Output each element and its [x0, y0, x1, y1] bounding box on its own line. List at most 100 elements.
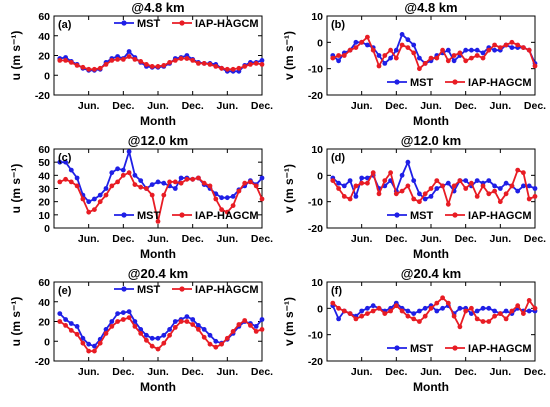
- data-point-iap-hagcm: [259, 327, 265, 332]
- data-point-mst: [526, 308, 532, 314]
- data-point-mst: [68, 167, 74, 173]
- data-point-iap-hagcm: [428, 186, 434, 191]
- y-tick-label: 10: [311, 277, 323, 289]
- data-point-mst: [138, 178, 144, 184]
- x-axis-label: Month: [140, 114, 176, 128]
- data-point-iap-hagcm: [120, 172, 126, 178]
- data-point-mst: [144, 332, 149, 338]
- x-tick-label: Dec.: [455, 100, 477, 112]
- data-point-iap-hagcm: [259, 62, 265, 67]
- data-point-iap-hagcm: [526, 298, 532, 303]
- data-point-mst: [474, 308, 480, 314]
- data-point-iap-hagcm: [440, 295, 445, 301]
- panel-tag: (d): [331, 152, 345, 164]
- data-point-iap-hagcm: [532, 194, 538, 199]
- data-point-iap-hagcm: [126, 170, 132, 176]
- y-tick-label: 0: [44, 223, 50, 235]
- panel-tag: (f): [331, 285, 342, 297]
- data-point-iap-hagcm: [144, 186, 149, 191]
- x-tick-label: Jun.: [351, 100, 373, 112]
- x-axis-label: Month: [140, 247, 176, 261]
- data-point-iap-hagcm: [132, 182, 138, 188]
- data-point-iap-hagcm: [434, 178, 440, 184]
- data-point-iap-hagcm: [341, 194, 347, 199]
- data-point-iap-hagcm: [521, 45, 526, 50]
- y-axis-label: v (m s⁻¹): [282, 164, 296, 213]
- x-tick-label: Jun.: [217, 100, 239, 112]
- data-point-iap-hagcm: [167, 60, 173, 65]
- data-point-mst: [132, 319, 138, 324]
- data-point-iap-hagcm: [63, 323, 68, 328]
- data-point-iap-hagcm: [445, 201, 451, 207]
- panel-title: @4.8 km: [131, 0, 184, 15]
- x-tick-label: Jun.: [351, 366, 373, 378]
- data-point-iap-hagcm: [422, 313, 428, 319]
- data-point-iap-hagcm: [219, 341, 225, 347]
- axes-frame: [53, 15, 263, 96]
- data-point-mst: [417, 308, 422, 314]
- x-tick-label: Dec.: [182, 100, 204, 112]
- data-point-iap-hagcm: [370, 308, 376, 314]
- data-point-iap-hagcm: [213, 196, 219, 202]
- data-point-iap-hagcm: [359, 39, 365, 45]
- x-axis-label: Month: [413, 380, 449, 394]
- x-tick-label: Dec.: [455, 233, 477, 245]
- legend-label-mst: MST: [410, 343, 434, 355]
- data-point-iap-hagcm: [359, 313, 365, 319]
- data-point-iap-hagcm: [172, 179, 178, 185]
- y-tick-label: 40: [38, 170, 50, 182]
- legend-marker-iap-hagcm: [452, 345, 458, 351]
- data-point-iap-hagcm: [393, 191, 399, 197]
- data-point-iap-hagcm: [184, 319, 190, 324]
- data-point-iap-hagcm: [138, 184, 144, 190]
- panel-b: @4.8 km -20 -10 0 10 Jun. Dec. Jun. Dec. Jun. Dec.…: [282, 0, 546, 128]
- data-point-iap-hagcm: [230, 329, 236, 334]
- x-tick-label: Dec.: [524, 366, 546, 378]
- legend-label-iap-hagcm: IAP-HAGCM: [468, 77, 532, 89]
- y-tick-label: 60: [38, 144, 50, 156]
- data-point-mst: [417, 55, 422, 61]
- data-point-iap-hagcm: [97, 340, 103, 346]
- data-point-iap-hagcm: [178, 56, 184, 61]
- x-tick-label: Dec.: [455, 366, 477, 378]
- data-point-iap-hagcm: [532, 63, 538, 69]
- panel-tag: (c): [58, 152, 72, 164]
- data-point-iap-hagcm: [103, 192, 109, 198]
- x-tick-label: Jun.: [490, 366, 512, 378]
- data-point-iap-hagcm: [155, 219, 161, 224]
- legend-marker-mst: [121, 20, 127, 26]
- panel-e: @20.4 km -20 0 20 40 60 Jun. Dec. Jun. Dec. Jun. De…: [9, 266, 273, 394]
- data-point-iap-hagcm: [440, 183, 445, 189]
- data-point-iap-hagcm: [480, 319, 486, 324]
- data-point-mst: [521, 183, 526, 189]
- y-tick-label: 0: [44, 70, 50, 82]
- x-tick-label: Jun.: [78, 233, 100, 245]
- data-point-mst: [259, 317, 265, 322]
- data-point-iap-hagcm: [103, 62, 109, 67]
- y-tick-label: 20: [38, 197, 50, 209]
- data-point-mst: [172, 319, 178, 324]
- data-point-iap-hagcm: [497, 311, 503, 316]
- y-tick-label: -10: [308, 64, 323, 76]
- data-point-iap-hagcm: [63, 58, 68, 63]
- data-point-iap-hagcm: [109, 183, 115, 189]
- x-tick-label: Jun.: [351, 233, 373, 245]
- data-point-mst: [469, 47, 474, 53]
- data-point-iap-hagcm: [132, 57, 138, 62]
- legend-label-iap-hagcm: IAP-HAGCM: [195, 210, 259, 222]
- data-point-mst: [532, 186, 538, 191]
- data-point-iap-hagcm: [74, 331, 80, 337]
- data-point-iap-hagcm: [457, 324, 463, 330]
- data-point-iap-hagcm: [365, 311, 370, 316]
- y-tick-label: -10: [308, 197, 323, 209]
- data-point-mst: [451, 58, 457, 64]
- legend-label-iap-hagcm: IAP-HAGCM: [468, 343, 532, 355]
- data-point-iap-hagcm: [68, 60, 74, 65]
- data-point-iap-hagcm: [201, 334, 207, 340]
- data-point-mst: [103, 186, 109, 191]
- data-point-mst: [405, 37, 411, 43]
- data-point-mst: [167, 327, 173, 332]
- data-point-iap-hagcm: [486, 319, 492, 324]
- data-point-iap-hagcm: [451, 313, 457, 319]
